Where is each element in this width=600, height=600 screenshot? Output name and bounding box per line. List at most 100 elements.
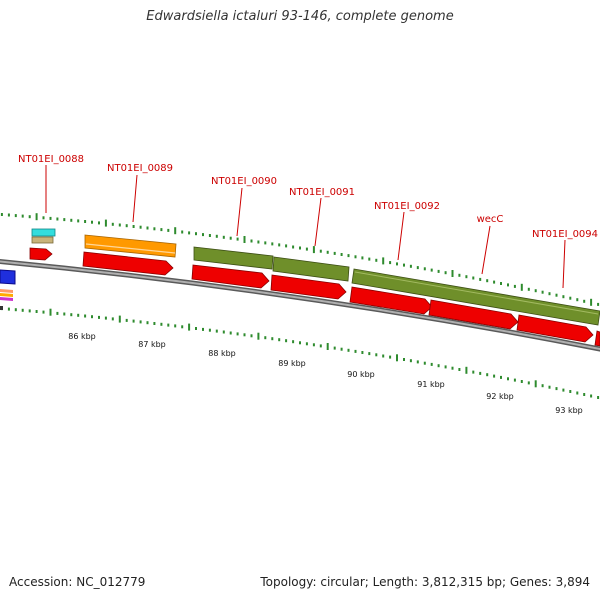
cds-feature-0088[interactable] (29, 247, 53, 261)
minor-tick (444, 365, 447, 369)
minor-tick (250, 334, 253, 338)
scale-label-91: 91 kbp (417, 380, 445, 389)
minor-tick (132, 319, 135, 323)
minor-tick (70, 218, 73, 222)
minor-tick (160, 228, 163, 232)
gene-feature-0088[interactable] (31, 228, 56, 237)
major-tick (104, 219, 107, 227)
gene-feature-wecC[interactable] (351, 268, 600, 326)
minor-tick (423, 267, 426, 271)
minor-tick (305, 247, 308, 251)
minor-tick (257, 240, 260, 244)
gene-label-0094[interactable]: NT01EI_0094 (532, 229, 598, 240)
minor-tick (409, 264, 412, 268)
minor-tick (312, 343, 315, 347)
minor-tick (181, 230, 184, 234)
gene-label-0089[interactable]: NT01EI_0089 (107, 163, 173, 174)
minor-tick (146, 321, 149, 325)
gene-label-0091[interactable]: NT01EI_0091 (289, 187, 355, 198)
minor-tick (77, 313, 80, 317)
minor-tick (541, 384, 544, 388)
major-tick (382, 257, 385, 265)
gene-label-0090[interactable]: NT01EI_0090 (211, 176, 277, 187)
minor-tick (430, 268, 433, 272)
minor-tick (250, 239, 253, 243)
minor-tick (451, 366, 454, 370)
minor-tick (42, 216, 45, 220)
minor-tick (28, 215, 31, 219)
minor-tick (347, 348, 350, 352)
minor-tick (361, 256, 364, 260)
major-tick (396, 354, 398, 362)
minor-tick (396, 262, 398, 266)
minor-tick (430, 362, 433, 366)
major-tick (326, 343, 329, 350)
minor-tick (569, 390, 572, 393)
gene-feature-amber[interactable] (0, 293, 13, 297)
minor-tick (354, 255, 357, 259)
minor-tick (215, 234, 218, 238)
minor-tick (285, 244, 288, 248)
gene-feature-salmon[interactable] (0, 289, 13, 293)
minor-tick (21, 214, 24, 218)
gene-label-0088[interactable]: NT01EI_0088 (18, 154, 84, 165)
minor-tick (208, 234, 211, 237)
major-tick (257, 332, 260, 340)
minor-tick (160, 322, 163, 326)
gene-feature-0089[interactable] (84, 234, 177, 258)
minor-tick (70, 313, 73, 317)
gene-feature-0091[interactable] (272, 256, 350, 282)
minor-tick (486, 279, 489, 283)
gene-feature-tan[interactable] (31, 236, 54, 244)
minor-tick (403, 263, 405, 267)
minor-tick (368, 352, 371, 356)
minor-tick (63, 218, 66, 222)
cds-feature-0091[interactable] (270, 274, 347, 300)
minor-tick (42, 310, 45, 314)
major-tick (520, 283, 523, 291)
minor-tick (527, 381, 530, 385)
minor-tick (513, 378, 516, 382)
minor-tick (500, 375, 502, 379)
scale-label-88: 88 kbp (208, 349, 236, 358)
minor-tick (14, 308, 17, 312)
minor-tick (479, 371, 482, 375)
cds-feature-0089[interactable] (82, 251, 174, 276)
gene-track-top (84, 234, 600, 326)
gene-feature-0090[interactable] (193, 246, 274, 270)
backbone (0, 258, 600, 352)
gene-feature-blue[interactable] (0, 269, 16, 285)
minor-tick (416, 266, 419, 270)
cds-feature-0094[interactable] (516, 314, 594, 343)
gene-label-0092[interactable]: NT01EI_0092 (374, 201, 440, 212)
minor-tick (299, 246, 301, 250)
minor-tick (493, 374, 496, 378)
gene-label-wecC[interactable]: wecC (477, 214, 504, 225)
cds-feature-0092[interactable] (349, 286, 433, 315)
gene-feature-magenta[interactable] (0, 297, 13, 301)
minor-tick (444, 271, 447, 275)
cds-feature-edge[interactable] (594, 330, 600, 347)
major-tick (188, 323, 191, 331)
minor-tick (333, 251, 336, 255)
minor-tick (361, 351, 364, 354)
minor-tick (14, 214, 17, 218)
minor-tick (271, 242, 274, 246)
cds-feature-wecC[interactable] (428, 299, 519, 330)
minor-tick (576, 391, 579, 395)
minor-tick (493, 280, 496, 284)
minor-tick (146, 226, 149, 230)
minor-tick (264, 336, 267, 340)
cds-feature-0090[interactable] (191, 264, 270, 289)
scale-label-90: 90 kbp (347, 370, 375, 379)
minor-tick (333, 346, 336, 350)
minor-tick (215, 329, 218, 333)
minor-tick (534, 289, 537, 293)
minor-tick (125, 318, 128, 322)
minor-tick (548, 292, 551, 296)
minor-tick (541, 290, 544, 294)
minor-tick (21, 308, 24, 312)
minor-tick (132, 225, 135, 228)
minor-tick (562, 388, 565, 392)
